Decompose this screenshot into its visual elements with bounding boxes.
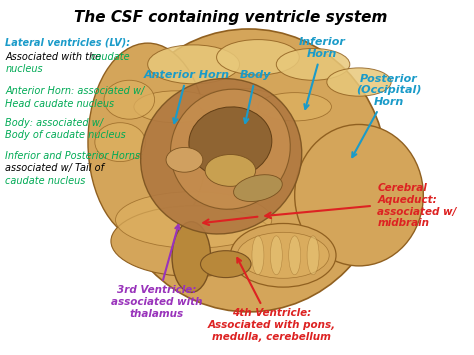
Ellipse shape bbox=[116, 192, 272, 248]
Text: nucleus: nucleus bbox=[5, 64, 43, 74]
Ellipse shape bbox=[88, 43, 208, 241]
Ellipse shape bbox=[201, 251, 251, 278]
Ellipse shape bbox=[95, 123, 146, 162]
Text: associated w/ Tail of: associated w/ Tail of bbox=[5, 163, 104, 173]
Ellipse shape bbox=[111, 29, 387, 312]
Ellipse shape bbox=[171, 89, 290, 209]
Ellipse shape bbox=[134, 91, 217, 123]
Text: caudate: caudate bbox=[90, 52, 130, 62]
Ellipse shape bbox=[234, 175, 283, 202]
Text: caudate nucleus: caudate nucleus bbox=[5, 176, 86, 186]
Text: Inferior and Posterior Horns:: Inferior and Posterior Horns: bbox=[5, 151, 144, 161]
Ellipse shape bbox=[166, 147, 203, 172]
Ellipse shape bbox=[205, 154, 255, 186]
Text: Cerebral
Aqueduct:
associated w/
midbrain: Cerebral Aqueduct: associated w/ midbrai… bbox=[377, 184, 457, 228]
Text: The CSF containing ventricle system: The CSF containing ventricle system bbox=[73, 10, 387, 24]
Ellipse shape bbox=[307, 236, 319, 275]
Ellipse shape bbox=[258, 93, 331, 121]
Text: Lateral ventricles (LV):: Lateral ventricles (LV): bbox=[5, 38, 130, 48]
Text: Posterior
(Occipital)
Horn: Posterior (Occipital) Horn bbox=[352, 73, 421, 157]
Text: Inferior
Horn: Inferior Horn bbox=[299, 37, 346, 109]
Ellipse shape bbox=[270, 236, 283, 275]
Text: Anterior Horn: Anterior Horn bbox=[144, 70, 230, 123]
Ellipse shape bbox=[237, 232, 329, 278]
Ellipse shape bbox=[289, 236, 301, 275]
Text: 4th Ventricle:
Associated with pons,
medulla, cerebellum: 4th Ventricle: Associated with pons, med… bbox=[208, 258, 336, 342]
Text: Associated with the: Associated with the bbox=[5, 52, 105, 62]
Text: Body: Body bbox=[240, 70, 271, 123]
Text: Head caudate nucleus: Head caudate nucleus bbox=[5, 99, 114, 109]
Text: Body of caudate nucleus: Body of caudate nucleus bbox=[5, 131, 126, 141]
Text: Body: associated w/: Body: associated w/ bbox=[5, 118, 103, 128]
Ellipse shape bbox=[217, 40, 299, 75]
Ellipse shape bbox=[189, 107, 272, 178]
Text: 3rd Ventricle:
associated with
thalamus: 3rd Ventricle: associated with thalamus bbox=[111, 225, 202, 318]
Ellipse shape bbox=[198, 88, 281, 118]
Text: Anterior Horn: associated w/: Anterior Horn: associated w/ bbox=[5, 86, 145, 96]
Ellipse shape bbox=[172, 222, 210, 293]
Ellipse shape bbox=[141, 78, 302, 234]
Ellipse shape bbox=[295, 125, 423, 266]
Ellipse shape bbox=[104, 80, 155, 119]
Ellipse shape bbox=[252, 236, 264, 275]
Ellipse shape bbox=[230, 223, 336, 287]
Ellipse shape bbox=[148, 45, 239, 84]
Ellipse shape bbox=[276, 48, 350, 80]
Ellipse shape bbox=[111, 206, 276, 277]
Ellipse shape bbox=[327, 68, 391, 96]
